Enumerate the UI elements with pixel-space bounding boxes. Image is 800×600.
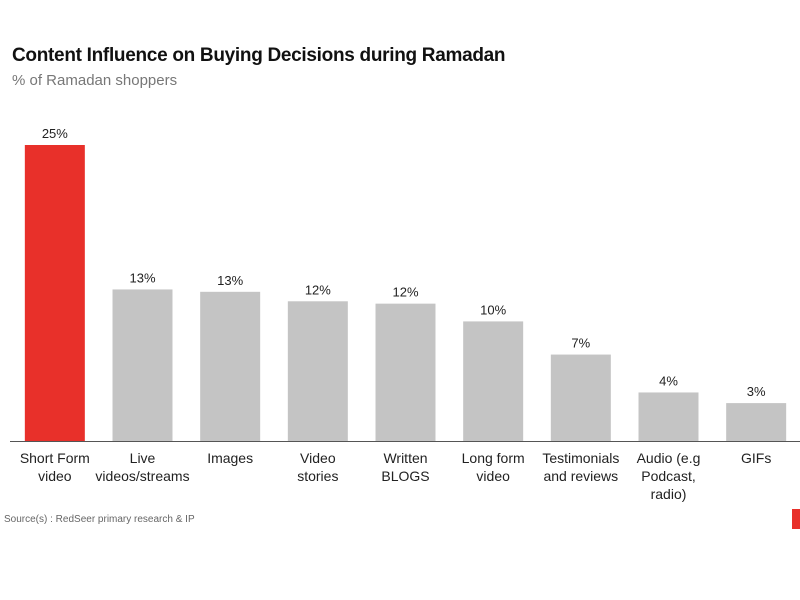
bar bbox=[287, 301, 348, 441]
bar bbox=[112, 289, 173, 441]
bar bbox=[375, 303, 436, 441]
value-label: 13% bbox=[129, 270, 155, 285]
x-tick-label: Long form video bbox=[461, 450, 525, 484]
chart-title: Content Influence on Buying Decisions du… bbox=[12, 45, 506, 66]
bar bbox=[638, 392, 699, 441]
bar bbox=[550, 354, 611, 441]
x-tick-label: GIFs bbox=[740, 450, 772, 466]
x-tick-label: Testimonials and reviews bbox=[542, 450, 620, 484]
value-label: 13% bbox=[217, 273, 243, 288]
value-label: 10% bbox=[480, 302, 506, 317]
value-label: 4% bbox=[659, 373, 678, 388]
x-tick-label: Short Form video bbox=[19, 450, 90, 484]
x-tick-label: Video stories bbox=[297, 450, 339, 484]
source-note: Source(s) : RedSeer primary research & I… bbox=[4, 514, 195, 525]
bar bbox=[463, 321, 524, 441]
bar bbox=[24, 145, 85, 441]
chart-subtitle: % of Ramadan shoppers bbox=[12, 72, 178, 89]
x-tick-label: Images bbox=[207, 450, 254, 466]
value-label: 12% bbox=[392, 285, 418, 300]
bar bbox=[726, 403, 787, 441]
value-label: 25% bbox=[42, 126, 68, 141]
x-tick-label: Audio (e.g Podcast, radio) bbox=[636, 450, 701, 502]
logo bbox=[792, 509, 800, 529]
x-tick-label: Live videos/streams bbox=[95, 450, 190, 484]
value-label: 12% bbox=[305, 282, 331, 297]
value-label: 7% bbox=[571, 336, 590, 351]
value-label: 3% bbox=[747, 384, 766, 399]
bar bbox=[200, 291, 261, 441]
x-tick-label: Written BLOGS bbox=[381, 450, 430, 484]
